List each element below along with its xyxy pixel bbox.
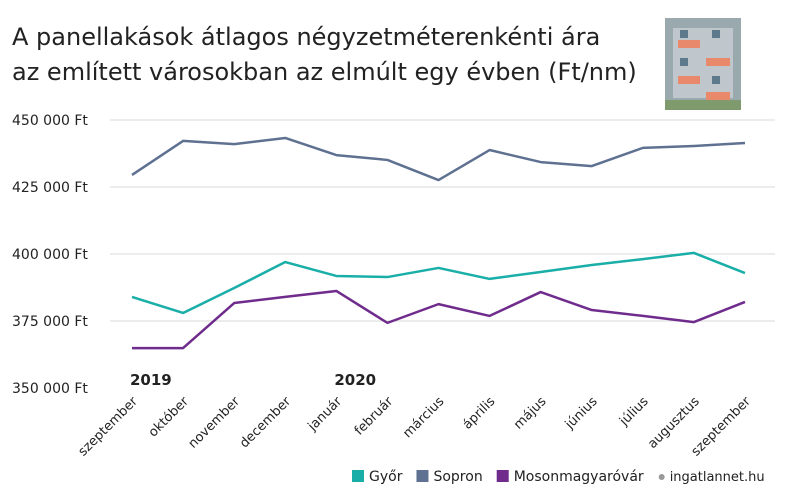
legend-swatch [416,470,429,482]
x-tick-label: október [146,394,193,441]
legend-swatch [352,470,364,482]
x-tick-label: június [562,394,601,433]
building-icon [665,18,741,110]
x-tick-label: március [400,394,447,441]
y-tick-label: 375 000 Ft [12,314,88,330]
chart-title: az említett városokban az elmúlt egy évb… [12,58,637,86]
legend-label: Sopron [433,469,482,485]
x-tick-label: február [352,394,397,439]
legend-swatch [496,470,509,482]
y-tick-label: 400 000 Ft [12,247,88,263]
x-tick-label: április [460,394,498,432]
legend-label: Mosonmagyaróvár [514,469,644,485]
y-tick-label: 450 000 Ft [12,113,88,129]
year-label: 2020 [334,371,376,389]
source: ingatlannet.hu [670,470,765,485]
x-tick-label: november [186,394,244,452]
x-tick-label: január [305,394,346,435]
x-tick-label: július [616,394,652,430]
y-tick-label: 350 000 Ft [12,381,88,397]
source-dot [658,474,665,480]
year-label: 2019 [130,371,172,389]
series-line [131,136,746,182]
series-line [131,251,746,315]
series-line [132,289,746,350]
chart-title: A panellakások átlagos négyzetméterenkén… [12,23,600,51]
x-tick-label: szeptember [76,394,142,460]
legend-label: Győr [369,469,403,485]
y-tick-label: 425 000 Ft [12,180,88,196]
x-tick-label: december [237,394,294,451]
x-tick-label: május [511,394,550,433]
